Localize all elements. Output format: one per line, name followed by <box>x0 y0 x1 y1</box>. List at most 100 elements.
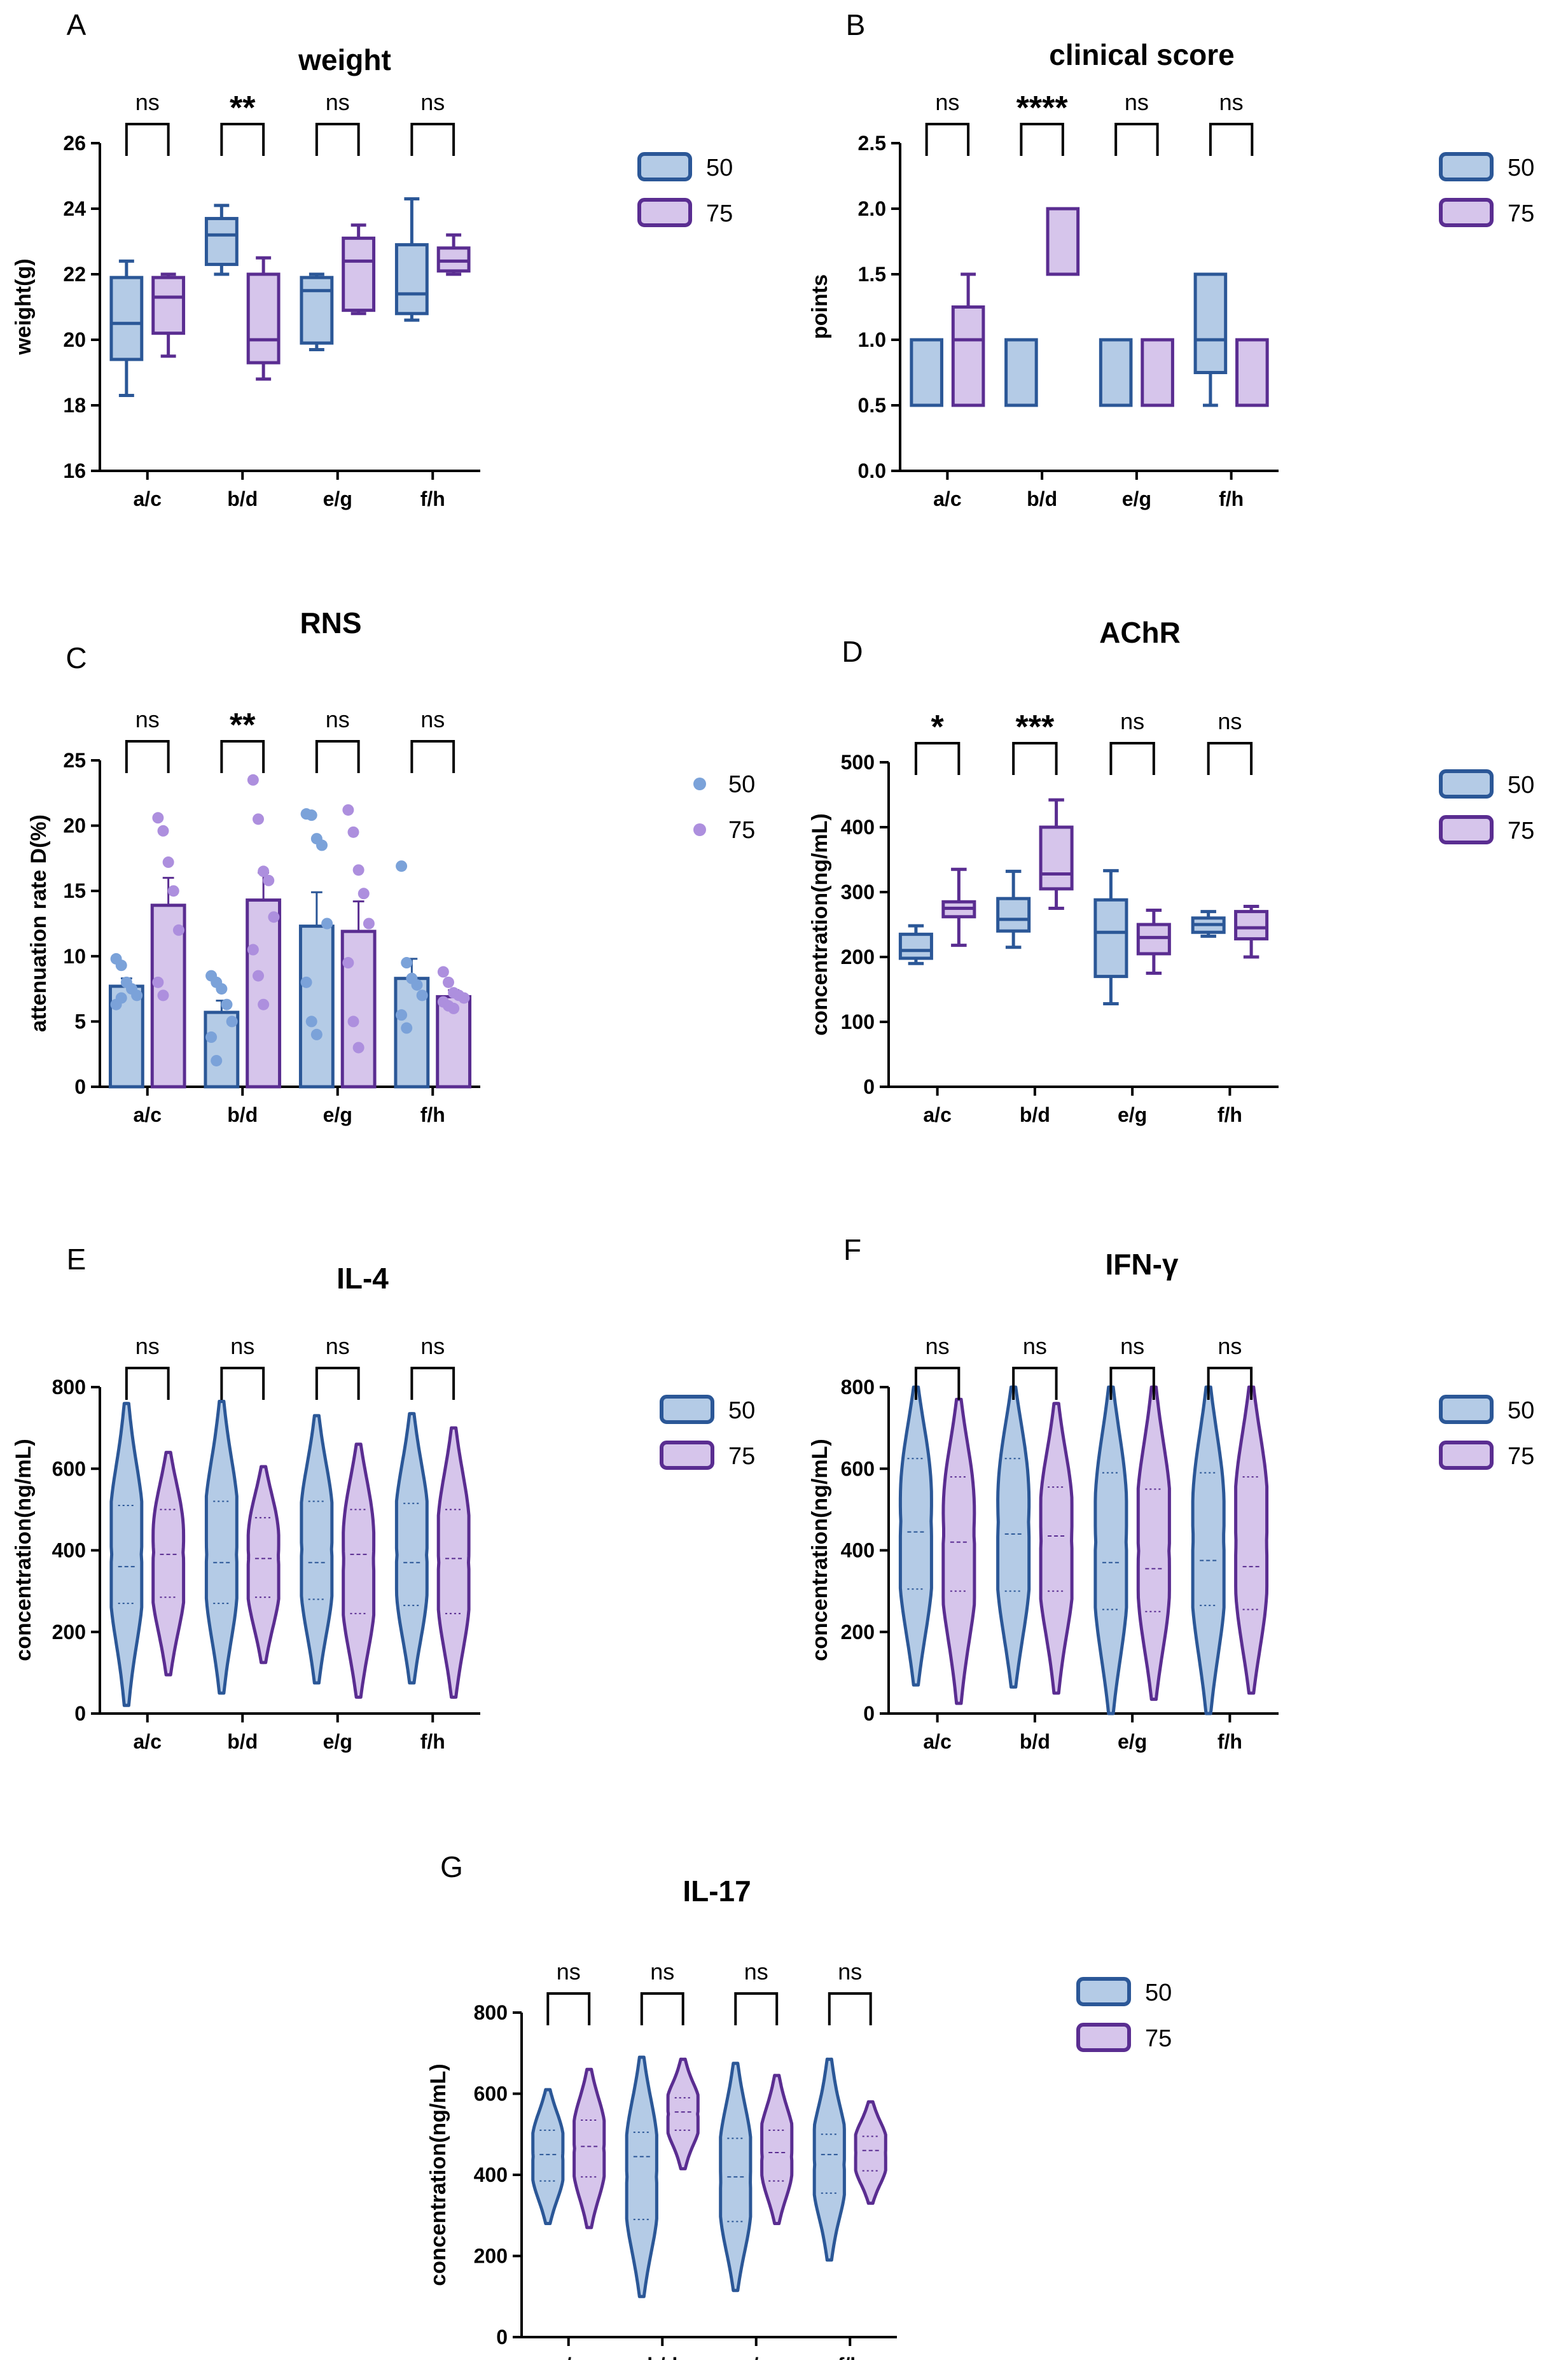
data-point <box>263 874 275 886</box>
significance-bracket <box>1209 123 1254 156</box>
data-point <box>152 976 164 988</box>
violin-50-f/h <box>394 1412 429 1685</box>
significance-label: ns <box>420 1333 445 1359</box>
chart-title: clinical score <box>1049 38 1235 71</box>
significance-label: ns <box>1023 1333 1047 1359</box>
legend-label: 50 <box>706 155 733 181</box>
data-point <box>226 1016 238 1028</box>
data-point <box>221 998 233 1010</box>
significance-bracket <box>914 1367 961 1400</box>
panel-letter: A <box>67 8 87 41</box>
data-point <box>253 813 265 825</box>
x-tick-label: e/g <box>323 1730 352 1753</box>
significance-label: ns <box>420 89 445 115</box>
chart-title: weight <box>298 43 391 76</box>
data-point <box>205 1031 218 1044</box>
x-tick-label: b/d <box>1020 1103 1050 1126</box>
data-point <box>321 918 333 930</box>
data-point <box>131 989 143 1002</box>
data-point <box>316 839 328 851</box>
x-tick-label: e/g <box>323 1103 352 1126</box>
significance-label: ns <box>1218 1333 1242 1359</box>
y-axis-label: concentration(ng/mL) <box>11 1439 36 1661</box>
violin-50-f/h <box>1191 1385 1226 1715</box>
data-point <box>416 989 428 1002</box>
significance-bracket <box>546 1992 591 2025</box>
box-75-e/g <box>342 236 376 312</box>
significance-bracket <box>1020 123 1064 156</box>
x-tick-label: e/g <box>323 487 352 510</box>
data-point <box>247 774 259 786</box>
y-tick-label: 400 <box>52 1539 86 1562</box>
data-point <box>342 957 354 969</box>
data-point <box>258 865 270 877</box>
violin-50-b/d <box>996 1385 1031 1689</box>
box-50-a/c <box>109 276 144 361</box>
y-tick-label: 0.5 <box>858 394 886 417</box>
data-point <box>172 924 184 936</box>
box-75-f/h <box>1235 338 1269 407</box>
violin-75-e/g <box>342 1442 376 1699</box>
data-point <box>347 1016 359 1028</box>
legend-swatch <box>693 778 706 790</box>
data-point <box>305 1016 317 1028</box>
legend-label: 50 <box>1508 1397 1534 1424</box>
data-point <box>448 1002 460 1014</box>
violin-50-f/h <box>812 2057 846 2262</box>
significance-label: ns <box>326 89 350 115</box>
x-tick-label: b/d <box>1020 1730 1050 1753</box>
y-tick-label: 10 <box>63 945 86 968</box>
legend-label: 75 <box>1508 200 1534 227</box>
legend-label: 50 <box>1508 772 1534 799</box>
x-tick-label: a/c <box>933 487 961 510</box>
data-point <box>211 1054 223 1066</box>
significance-label: ns <box>1218 708 1242 734</box>
legend-label: 75 <box>706 200 733 227</box>
x-tick-label: b/d <box>647 2354 677 2360</box>
significance-bracket <box>640 1992 684 2025</box>
x-tick-label: e/g <box>1118 1730 1147 1753</box>
y-tick-label: 600 <box>474 2083 508 2105</box>
data-point <box>443 976 455 988</box>
y-tick-label: 200 <box>474 2245 508 2268</box>
data-point <box>352 864 364 876</box>
y-tick-label: 0 <box>863 1075 875 1098</box>
box-50-b/d <box>204 216 239 267</box>
x-tick-label: f/h <box>838 2354 863 2360</box>
panel-d: D AChR concentration(ng/mL) 0 100 200 300 400 50… <box>808 616 1534 1126</box>
significance-bracket <box>914 742 961 775</box>
violin-75-b/d <box>1039 1402 1074 1695</box>
significance-bracket <box>925 123 970 156</box>
panel-letter: B <box>846 8 866 41</box>
significance-label: ns <box>326 706 350 732</box>
significance-bracket <box>1109 742 1155 775</box>
legend-label: 50 <box>728 1397 755 1424</box>
y-axis-label: concentration(ng/mL) <box>808 1439 832 1661</box>
significance-label: ns <box>926 1333 950 1359</box>
violin-50-a/c <box>109 1402 144 1707</box>
x-tick-label: b/d <box>227 487 258 510</box>
data-point <box>115 960 127 972</box>
significance-bracket <box>1114 123 1159 156</box>
y-tick-label: 200 <box>52 1621 86 1644</box>
significance-label: ns <box>135 706 160 732</box>
box-50-b/d <box>996 897 1031 933</box>
y-tick-label: 200 <box>841 946 875 968</box>
data-point <box>300 976 312 988</box>
legend-label: 75 <box>728 1443 755 1470</box>
significance-label: ns <box>1120 708 1144 734</box>
data-point <box>437 966 449 978</box>
data-point <box>342 804 354 816</box>
x-tick-label: b/d <box>1027 487 1057 510</box>
legend-swatch <box>1439 152 1494 181</box>
x-tick-label: f/h <box>1218 1103 1242 1126</box>
significance-bracket <box>1012 742 1058 775</box>
y-tick-label: 25 <box>63 749 86 772</box>
violin-75-e/g <box>760 2074 794 2225</box>
violin-75-b/d <box>246 1465 281 1665</box>
bar-75-e/g <box>340 930 377 1089</box>
x-tick-label: b/d <box>227 1730 258 1753</box>
x-tick-label: e/g <box>742 2354 771 2360</box>
data-point <box>352 1042 364 1054</box>
